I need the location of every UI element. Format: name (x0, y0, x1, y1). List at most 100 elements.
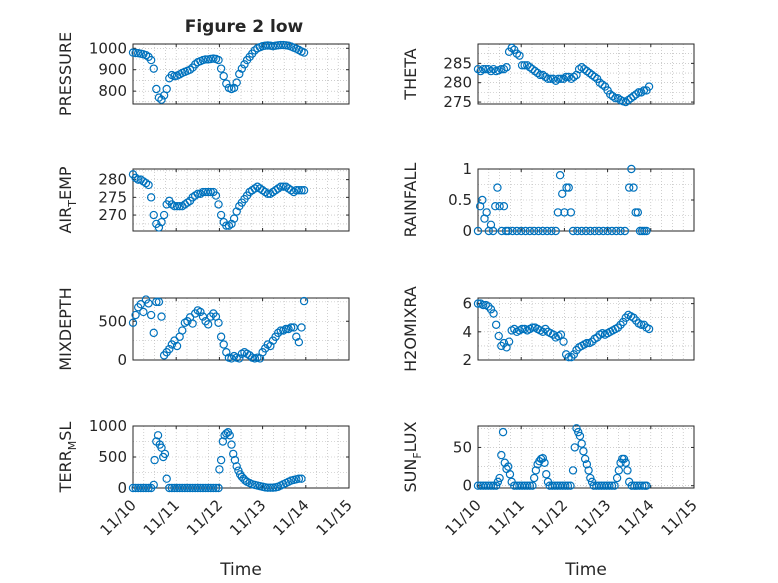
data-point (493, 477, 503, 487)
data-point (476, 66, 485, 76)
data-point (517, 226, 526, 236)
data-point (146, 55, 156, 65)
panel-h2omixra: 2 4 6 H2OMIXRA (401, 286, 695, 372)
data-point (551, 76, 560, 85)
data-point (612, 226, 621, 236)
data-point (203, 320, 213, 329)
data-point (639, 320, 649, 329)
x-tick-label: 11/13 (226, 496, 269, 539)
data-point (286, 323, 296, 332)
data-point (529, 473, 539, 483)
y-tick-label: 280 (98, 171, 127, 189)
data-point (574, 64, 584, 74)
data-point (547, 226, 556, 236)
data-point (566, 208, 576, 217)
data-point (299, 186, 309, 195)
data-point (128, 318, 138, 327)
data-point (235, 354, 244, 363)
data-point (555, 170, 565, 180)
y-tick-label: 500 (98, 312, 127, 330)
data-point (611, 93, 620, 103)
data-point (542, 470, 551, 479)
panel-terr-msl: 0 500 1000 11/10 11/11 11/12 11/13 11/14 11/15 TE… (56, 417, 356, 580)
data-point (627, 164, 636, 174)
data-point (150, 455, 159, 465)
panel-sun-flux: 0 50 11/10 11/11 11/12 11/13 11/14 11/15 SUNFLUX… (401, 421, 701, 580)
axes-box (132, 168, 350, 232)
data-point (225, 431, 234, 440)
data-point (572, 345, 581, 355)
data-point (495, 201, 504, 211)
data-point (478, 300, 488, 310)
data-point (279, 40, 288, 50)
data-point (153, 431, 163, 440)
y-axis-label: SUNFLUX (401, 421, 424, 492)
data-point (586, 473, 595, 483)
data-point (211, 483, 221, 493)
data-point (531, 466, 541, 475)
data-point (263, 189, 272, 198)
data-point (538, 226, 548, 236)
data-point (637, 88, 646, 97)
data-point (561, 481, 570, 490)
data-point (495, 473, 504, 483)
data-point (494, 331, 503, 341)
data-point (146, 193, 156, 202)
x-tick-label: 11/12 (183, 496, 226, 539)
data-point (568, 226, 578, 236)
data-point (276, 40, 285, 50)
data-point (587, 337, 597, 346)
data-point (484, 64, 493, 74)
data-point (577, 439, 586, 448)
panel-mixdepth: 0 500 MIXDEPTH (56, 287, 350, 371)
y-tick-label: 0 (117, 479, 127, 497)
data-point (631, 316, 641, 325)
data-point (229, 449, 238, 459)
data-point (523, 481, 532, 490)
data-point (235, 69, 244, 79)
data-point (556, 330, 566, 339)
x-axis-label: Time (564, 560, 607, 580)
data-point (281, 324, 291, 334)
data-point (216, 332, 226, 341)
data-point (536, 70, 545, 80)
y-tick-label: 280 (443, 74, 472, 92)
data-point (623, 466, 632, 475)
figure-title: Figure 2 low (185, 17, 304, 37)
data-point (499, 201, 509, 211)
data-point (216, 455, 226, 465)
data-point (219, 340, 228, 349)
data-point (139, 307, 148, 317)
data-point (133, 175, 143, 184)
data-point (590, 226, 599, 236)
data-point (568, 466, 578, 475)
y-tick-label: 285 (443, 54, 472, 72)
x-tick-label: 11/11 (485, 496, 528, 539)
y-tick-label: 50 (453, 438, 472, 456)
data-point (499, 64, 509, 74)
data-point (497, 226, 506, 236)
data-point (478, 64, 488, 74)
data-point (482, 208, 491, 217)
data-point (633, 208, 643, 217)
data-point (152, 297, 161, 307)
data-point (508, 226, 517, 236)
data-point (214, 318, 223, 327)
y-axis-label: MIXDEPTH (56, 287, 75, 370)
data-point (175, 201, 184, 211)
data-point (629, 313, 638, 322)
y-tick-label: 0 (462, 477, 472, 495)
data-point (266, 483, 275, 492)
data-point (218, 437, 228, 446)
data-point (512, 49, 522, 58)
data-point (586, 226, 595, 236)
data-point (616, 226, 625, 236)
data-point (618, 317, 628, 327)
data-point (607, 481, 617, 490)
y-tick-label: 1000 (89, 417, 127, 435)
data-point (613, 323, 623, 332)
data-point (574, 427, 583, 437)
data-point (644, 324, 654, 334)
data-point (141, 483, 151, 493)
